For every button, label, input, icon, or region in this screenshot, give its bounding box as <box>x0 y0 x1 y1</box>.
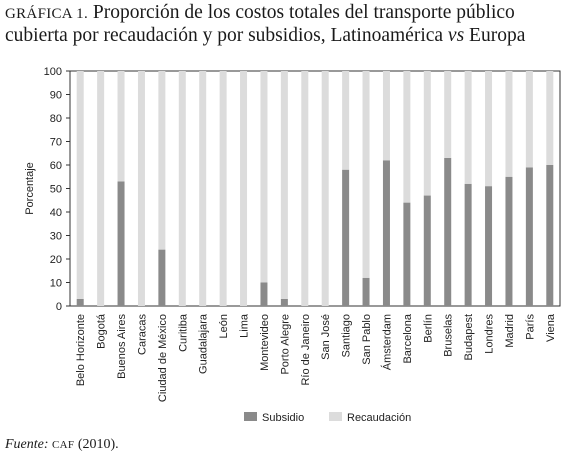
x-tick-label-2: Buenos Aires <box>116 314 128 379</box>
x-tick-label-15: Ámsterdam <box>380 314 393 370</box>
bar-subsidio-0 <box>76 298 84 306</box>
bar-subsidio-15 <box>382 160 390 306</box>
bar-recaudacion-11 <box>301 71 309 306</box>
y-tick-label-7: 70 <box>50 137 62 149</box>
x-tick-label-16: Barcelona <box>402 313 414 363</box>
y-tick-label-6: 60 <box>50 160 62 172</box>
x-tick-label-8: Lima <box>239 313 251 338</box>
bar-recaudacion-13 <box>342 71 350 170</box>
source-year: (2010). <box>74 437 119 452</box>
bar-recaudacion-15 <box>382 71 390 161</box>
y-tick-label-3: 30 <box>50 231 62 243</box>
x-tick-label-13: Santiago <box>341 314 353 357</box>
bar-recaudacion-23 <box>546 71 554 165</box>
bar-subsidio-23 <box>546 165 554 306</box>
y-tick-label-5: 50 <box>50 184 62 196</box>
bar-subsidio-4 <box>158 249 166 306</box>
x-tick-label-21: Madrid <box>504 314 516 348</box>
x-tick-label-19: Budapest <box>463 314 475 360</box>
y-tick-label-10: 100 <box>44 66 62 78</box>
y-tick-label-8: 80 <box>50 113 62 125</box>
bar-subsidio-14 <box>362 277 370 306</box>
bar-recaudacion-20 <box>485 71 493 187</box>
title-line-2a: cubierta por recaudación y por subsidios… <box>5 25 448 46</box>
x-tick-label-7: León <box>218 314 230 338</box>
bar-recaudacion-14 <box>362 71 370 278</box>
x-tick-label-20: Londres <box>484 314 496 354</box>
bar-recaudacion-6 <box>199 71 207 306</box>
x-tick-label-3: Caracas <box>136 314 148 355</box>
x-tick-label-17: Berlín <box>422 314 434 343</box>
x-tick-label-18: Bruselas <box>443 314 455 357</box>
bar-subsidio-22 <box>525 167 533 306</box>
bar-recaudacion-5 <box>178 71 186 306</box>
bar-subsidio-17 <box>423 195 431 306</box>
bar-subsidio-21 <box>505 176 513 306</box>
bar-recaudacion-1 <box>97 71 105 306</box>
x-tick-label-14: San Pablo <box>361 314 373 365</box>
y-tick-label-9: 90 <box>50 90 62 102</box>
x-tick-label-5: Curitiba <box>177 313 189 352</box>
bar-subsidio-20 <box>485 186 493 306</box>
y-tick-label-1: 10 <box>50 278 62 290</box>
bar-recaudacion-12 <box>321 71 329 306</box>
x-tick-label-6: Guadalajara <box>198 313 210 374</box>
x-tick-label-1: Bogotá <box>96 313 108 349</box>
bar-subsidio-16 <box>403 202 411 306</box>
x-tick-label-12: San José <box>320 314 332 360</box>
y-axis-label: Porcentaje <box>24 162 36 215</box>
legend-label-1: Recaudación <box>347 412 411 424</box>
x-tick-label-22: París <box>524 314 536 340</box>
y-tick-label-4: 40 <box>50 207 62 219</box>
chart-title: GRÁFICA 1. Proporción de los costos tota… <box>5 2 567 47</box>
title-vs: vs <box>447 25 465 46</box>
title-line-1: Proporción de los costos totales del tra… <box>92 2 515 23</box>
x-tick-label-11: Río de Janeiro <box>300 314 312 386</box>
title-line-2b: Europa <box>464 25 526 46</box>
bar-recaudacion-0 <box>76 71 84 299</box>
bar-recaudacion-3 <box>137 71 145 306</box>
bar-recaudacion-18 <box>444 71 452 158</box>
y-tick-label-0: 0 <box>56 301 62 313</box>
source-note: Fuente: CAF (2010). <box>5 437 119 453</box>
bar-recaudacion-10 <box>280 71 288 299</box>
bar-subsidio-19 <box>464 183 472 306</box>
bar-recaudacion-8 <box>240 71 248 306</box>
x-tick-label-0: Belo Horizonte <box>75 314 87 386</box>
figure-label: GRÁFICA 1. <box>5 6 89 22</box>
bar-subsidio-13 <box>342 169 350 306</box>
source-org: CAF <box>52 439 75 451</box>
bar-recaudacion-19 <box>464 71 472 184</box>
x-tick-label-23: Viena <box>545 313 557 342</box>
bar-recaudacion-16 <box>403 71 411 203</box>
bar-recaudacion-2 <box>117 71 125 182</box>
bar-subsidio-2 <box>117 181 125 306</box>
legend-label-0: Subsidio <box>262 412 304 424</box>
legend-swatch-1 <box>329 412 342 421</box>
bar-subsidio-10 <box>280 298 288 306</box>
bar-recaudacion-21 <box>505 71 513 177</box>
x-tick-label-9: Montevideo <box>259 314 271 371</box>
bar-subsidio-9 <box>260 282 268 306</box>
bar-recaudacion-22 <box>525 71 533 168</box>
legend-swatch-0 <box>244 412 257 421</box>
bar-recaudacion-7 <box>219 71 227 306</box>
source-label: Fuente: <box>5 437 49 452</box>
bar-recaudacion-4 <box>158 71 166 250</box>
x-tick-label-4: Ciudad de México <box>157 314 169 402</box>
y-tick-label-2: 20 <box>50 254 62 266</box>
x-tick-label-10: Porto Alegre <box>279 314 291 375</box>
bar-recaudacion-17 <box>423 71 431 196</box>
bar-recaudacion-9 <box>260 71 268 283</box>
bar-subsidio-18 <box>444 157 452 306</box>
